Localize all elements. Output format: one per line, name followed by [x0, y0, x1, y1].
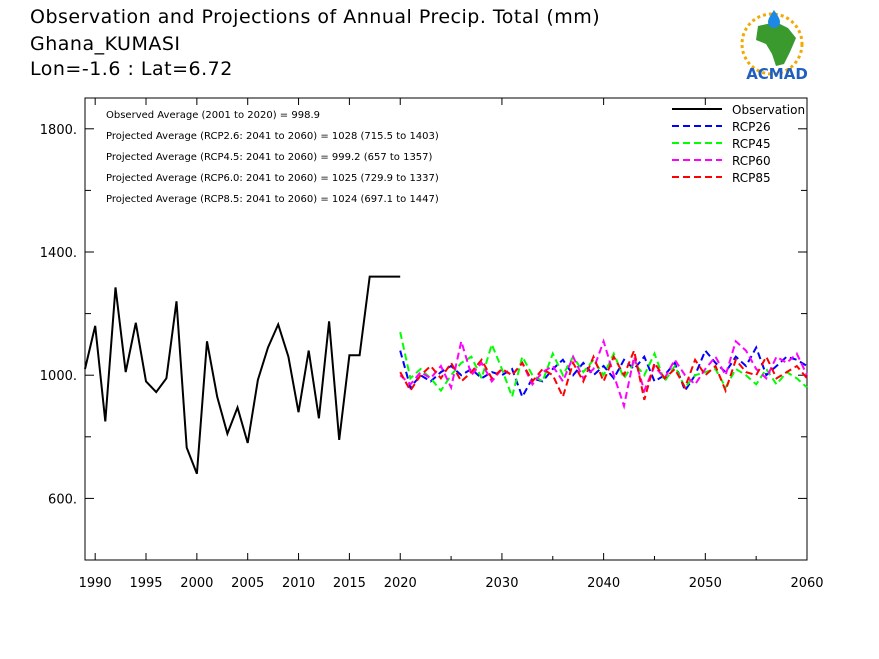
legend-label-rcp60: RCP60	[732, 154, 771, 168]
stats-annotation: Observed Average (2001 to 2020) = 998.9	[106, 110, 320, 121]
legend-label-rcp26: RCP26	[732, 120, 771, 134]
stats-annotation: Projected Average (RCP2.6: 2041 to 2060)…	[106, 131, 439, 142]
x-tick-label: 2050	[689, 576, 722, 591]
sun-rays-icon	[740, 12, 804, 76]
x-tick-label: 2005	[231, 576, 264, 591]
x-tick-label: 2030	[485, 576, 518, 591]
acmad-logo: ACMAD	[740, 10, 808, 83]
x-tick-label: 1995	[129, 576, 162, 591]
stats-annotation: Projected Average (RCP6.0: 2041 to 2060)…	[106, 173, 439, 184]
x-tick-label: 2020	[384, 576, 417, 591]
x-tick-label: 1990	[79, 576, 112, 591]
raindrop-icon	[768, 10, 780, 28]
logo-text: ACMAD	[746, 65, 808, 83]
y-tick-label: 1000.	[40, 369, 77, 384]
chart-title: Observation and Projections of Annual Pr…	[30, 6, 601, 28]
x-tick-label: 2010	[282, 576, 315, 591]
y-tick-label: 1400.	[40, 246, 77, 261]
series-line-rcp45	[399, 331, 808, 401]
coordinates-label: Lon=-1.6 : Lat=6.72	[30, 58, 233, 80]
x-tick-label: 2060	[790, 576, 823, 591]
legend-label-rcp45: RCP45	[732, 137, 771, 151]
legend-label-observation: Observation	[732, 103, 805, 117]
y-tick-label: 600.	[48, 492, 77, 507]
africa-icon	[756, 22, 796, 66]
plot-frame	[84, 97, 808, 561]
x-tick-label: 2000	[180, 576, 213, 591]
x-tick-label: 2015	[333, 576, 366, 591]
y-tick-label: 1800.	[40, 123, 77, 138]
series-line-observation	[84, 275, 401, 475]
stats-annotation: Projected Average (RCP4.5: 2041 to 2060)…	[106, 152, 433, 163]
location-label: Ghana_KUMASI	[30, 33, 181, 55]
stats-annotation: Projected Average (RCP8.5: 2041 to 2060)…	[106, 194, 439, 205]
x-tick-label: 2040	[587, 576, 620, 591]
series-line-rcp26	[399, 345, 808, 400]
series-line-rcp60	[399, 337, 808, 410]
series-line-rcp85	[399, 347, 808, 401]
legend-label-rcp85: RCP85	[732, 171, 771, 185]
